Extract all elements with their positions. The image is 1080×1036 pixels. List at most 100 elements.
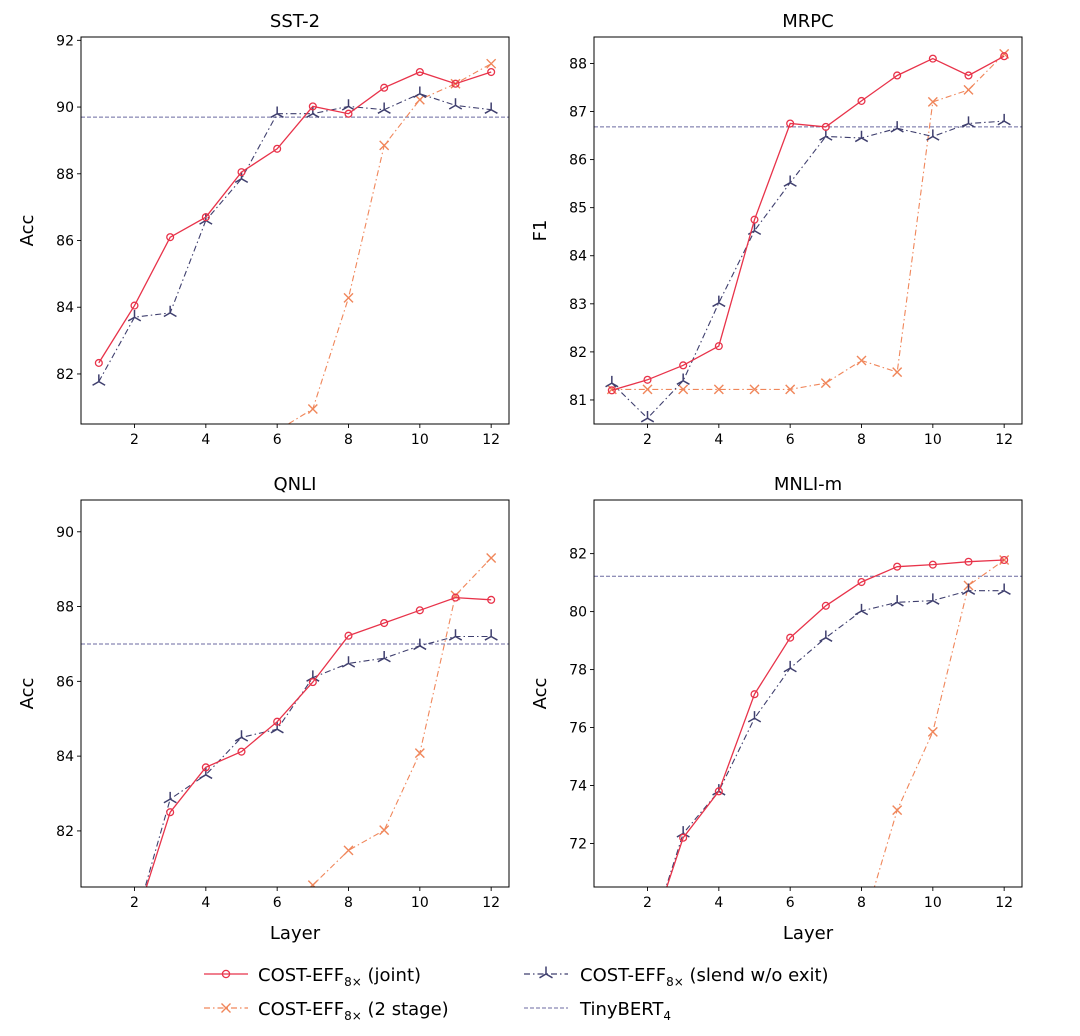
point-slend — [484, 102, 498, 114]
x-tick-label: 8 — [344, 432, 353, 448]
legend-label-2-stage: COST-EFF8× (2 stage) — [258, 999, 449, 1023]
y-tick-label: 88 — [56, 600, 74, 616]
panel-mrpc: MRPC F1 2 4 6 8 10 12 81 82 83 84 85 86 87 88 — [530, 11, 1023, 448]
x-tick-label: 8 — [857, 432, 866, 448]
y-tick-label: 78 — [569, 663, 587, 679]
point-slend — [712, 295, 726, 308]
x-tick-label: 4 — [201, 432, 210, 448]
x-tick-label: 10 — [411, 895, 429, 911]
point-2-stage — [892, 805, 903, 816]
point-2-stage — [642, 384, 653, 395]
point-slend — [448, 98, 463, 110]
y-tick-label: 90 — [56, 525, 74, 541]
point-slend — [484, 629, 498, 641]
point-joint — [344, 109, 353, 118]
legend-label-tinybert: TinyBERT4 — [579, 999, 671, 1023]
series-line-joint — [611, 55, 1005, 391]
series-line-joint — [98, 71, 492, 364]
y-tick-label: 84 — [56, 749, 74, 765]
y-tick-label: 72 — [569, 837, 587, 853]
point-joint — [308, 678, 317, 687]
point-joint — [714, 787, 723, 796]
y-tick-label: 84 — [569, 249, 587, 265]
chart-title: SST-2 — [270, 11, 320, 32]
x-tick-label: 10 — [411, 432, 429, 448]
point-slend — [413, 638, 427, 651]
point-joint — [415, 606, 424, 615]
y-tick-label: 81 — [569, 393, 587, 409]
point-2-stage — [678, 384, 689, 395]
point-joint — [201, 213, 210, 222]
point-joint — [94, 358, 103, 367]
y-axis-label: F1 — [530, 220, 551, 242]
point-joint — [964, 71, 973, 80]
point-slend — [605, 375, 619, 388]
y-tick-label: 85 — [569, 201, 587, 217]
point-slend — [926, 129, 940, 141]
point-2-stage — [927, 96, 938, 107]
point-joint — [679, 361, 688, 370]
series-line-2-stage — [611, 53, 1005, 390]
y-tick-label: 76 — [569, 721, 587, 737]
point-joint — [893, 71, 902, 80]
plot-frame — [593, 36, 1023, 425]
point-joint — [487, 67, 496, 77]
series-line-slend — [98, 93, 492, 382]
y-tick-label: 84 — [56, 300, 74, 316]
panel-qnli: QNLI Acc Layer 2 4 6 8 10 12 82 84 86 88 90 — [17, 474, 510, 944]
point-slend — [997, 583, 1011, 595]
y-tick-label: 92 — [56, 33, 74, 49]
point-slend — [997, 113, 1011, 126]
point-joint — [380, 618, 389, 628]
y-tick-label: 82 — [56, 824, 74, 840]
point-2-stage — [857, 926, 866, 935]
plot-frame — [593, 499, 1023, 888]
y-tick-label: 82 — [569, 547, 587, 563]
point-2-stage — [749, 384, 760, 395]
x-tick-label: 4 — [714, 432, 723, 448]
point-joint — [131, 921, 138, 928]
legend-label-slend: COST-EFF8× (slend w/o exit) — [580, 965, 829, 989]
point-joint — [964, 557, 973, 566]
y-tick-label: 86 — [56, 234, 74, 250]
point-joint — [201, 763, 210, 772]
point-slend — [199, 213, 213, 225]
point-slend — [163, 791, 177, 804]
x-tick-label: 12 — [995, 432, 1013, 448]
point-joint — [237, 747, 246, 756]
chart-title: MRPC — [782, 11, 833, 32]
x-tick-label: 8 — [344, 895, 353, 911]
point-slend — [854, 130, 869, 143]
point-joint — [166, 808, 175, 817]
x-tick-label: 2 — [130, 895, 139, 911]
legend-marker-2-stage — [221, 1003, 231, 1013]
point-slend — [234, 730, 249, 742]
point-slend — [676, 373, 690, 385]
y-tick-label: 82 — [569, 345, 587, 361]
series-line-2-stage — [309, 557, 492, 887]
point-slend — [783, 660, 797, 673]
point-slend — [128, 917, 141, 928]
point-2-stage — [963, 84, 974, 95]
point-joint — [821, 122, 830, 131]
x-tick-label: 12 — [482, 895, 500, 911]
point-slend — [926, 593, 940, 605]
point-slend — [783, 175, 797, 187]
legend-marker-slend — [539, 966, 553, 979]
panel-sst2: SST-2 Acc 2 4 6 8 10 12 82 84 86 88 90 92 — [17, 11, 510, 448]
point-joint — [928, 560, 937, 569]
x-axis-label: Layer — [270, 923, 321, 944]
point-joint — [714, 342, 723, 351]
y-axis-label: Acc — [530, 678, 551, 710]
x-axis-label: Layer — [783, 923, 834, 944]
point-slend — [341, 99, 356, 111]
y-tick-label: 86 — [569, 153, 587, 169]
y-tick-label: 82 — [56, 367, 74, 383]
y-tick-label: 74 — [569, 779, 587, 795]
point-slend — [270, 722, 284, 734]
series-line-slend — [611, 120, 1005, 419]
point-slend — [961, 116, 976, 128]
point-joint — [893, 562, 902, 571]
point-2-stage — [821, 1013, 830, 1022]
point-joint — [237, 168, 246, 177]
